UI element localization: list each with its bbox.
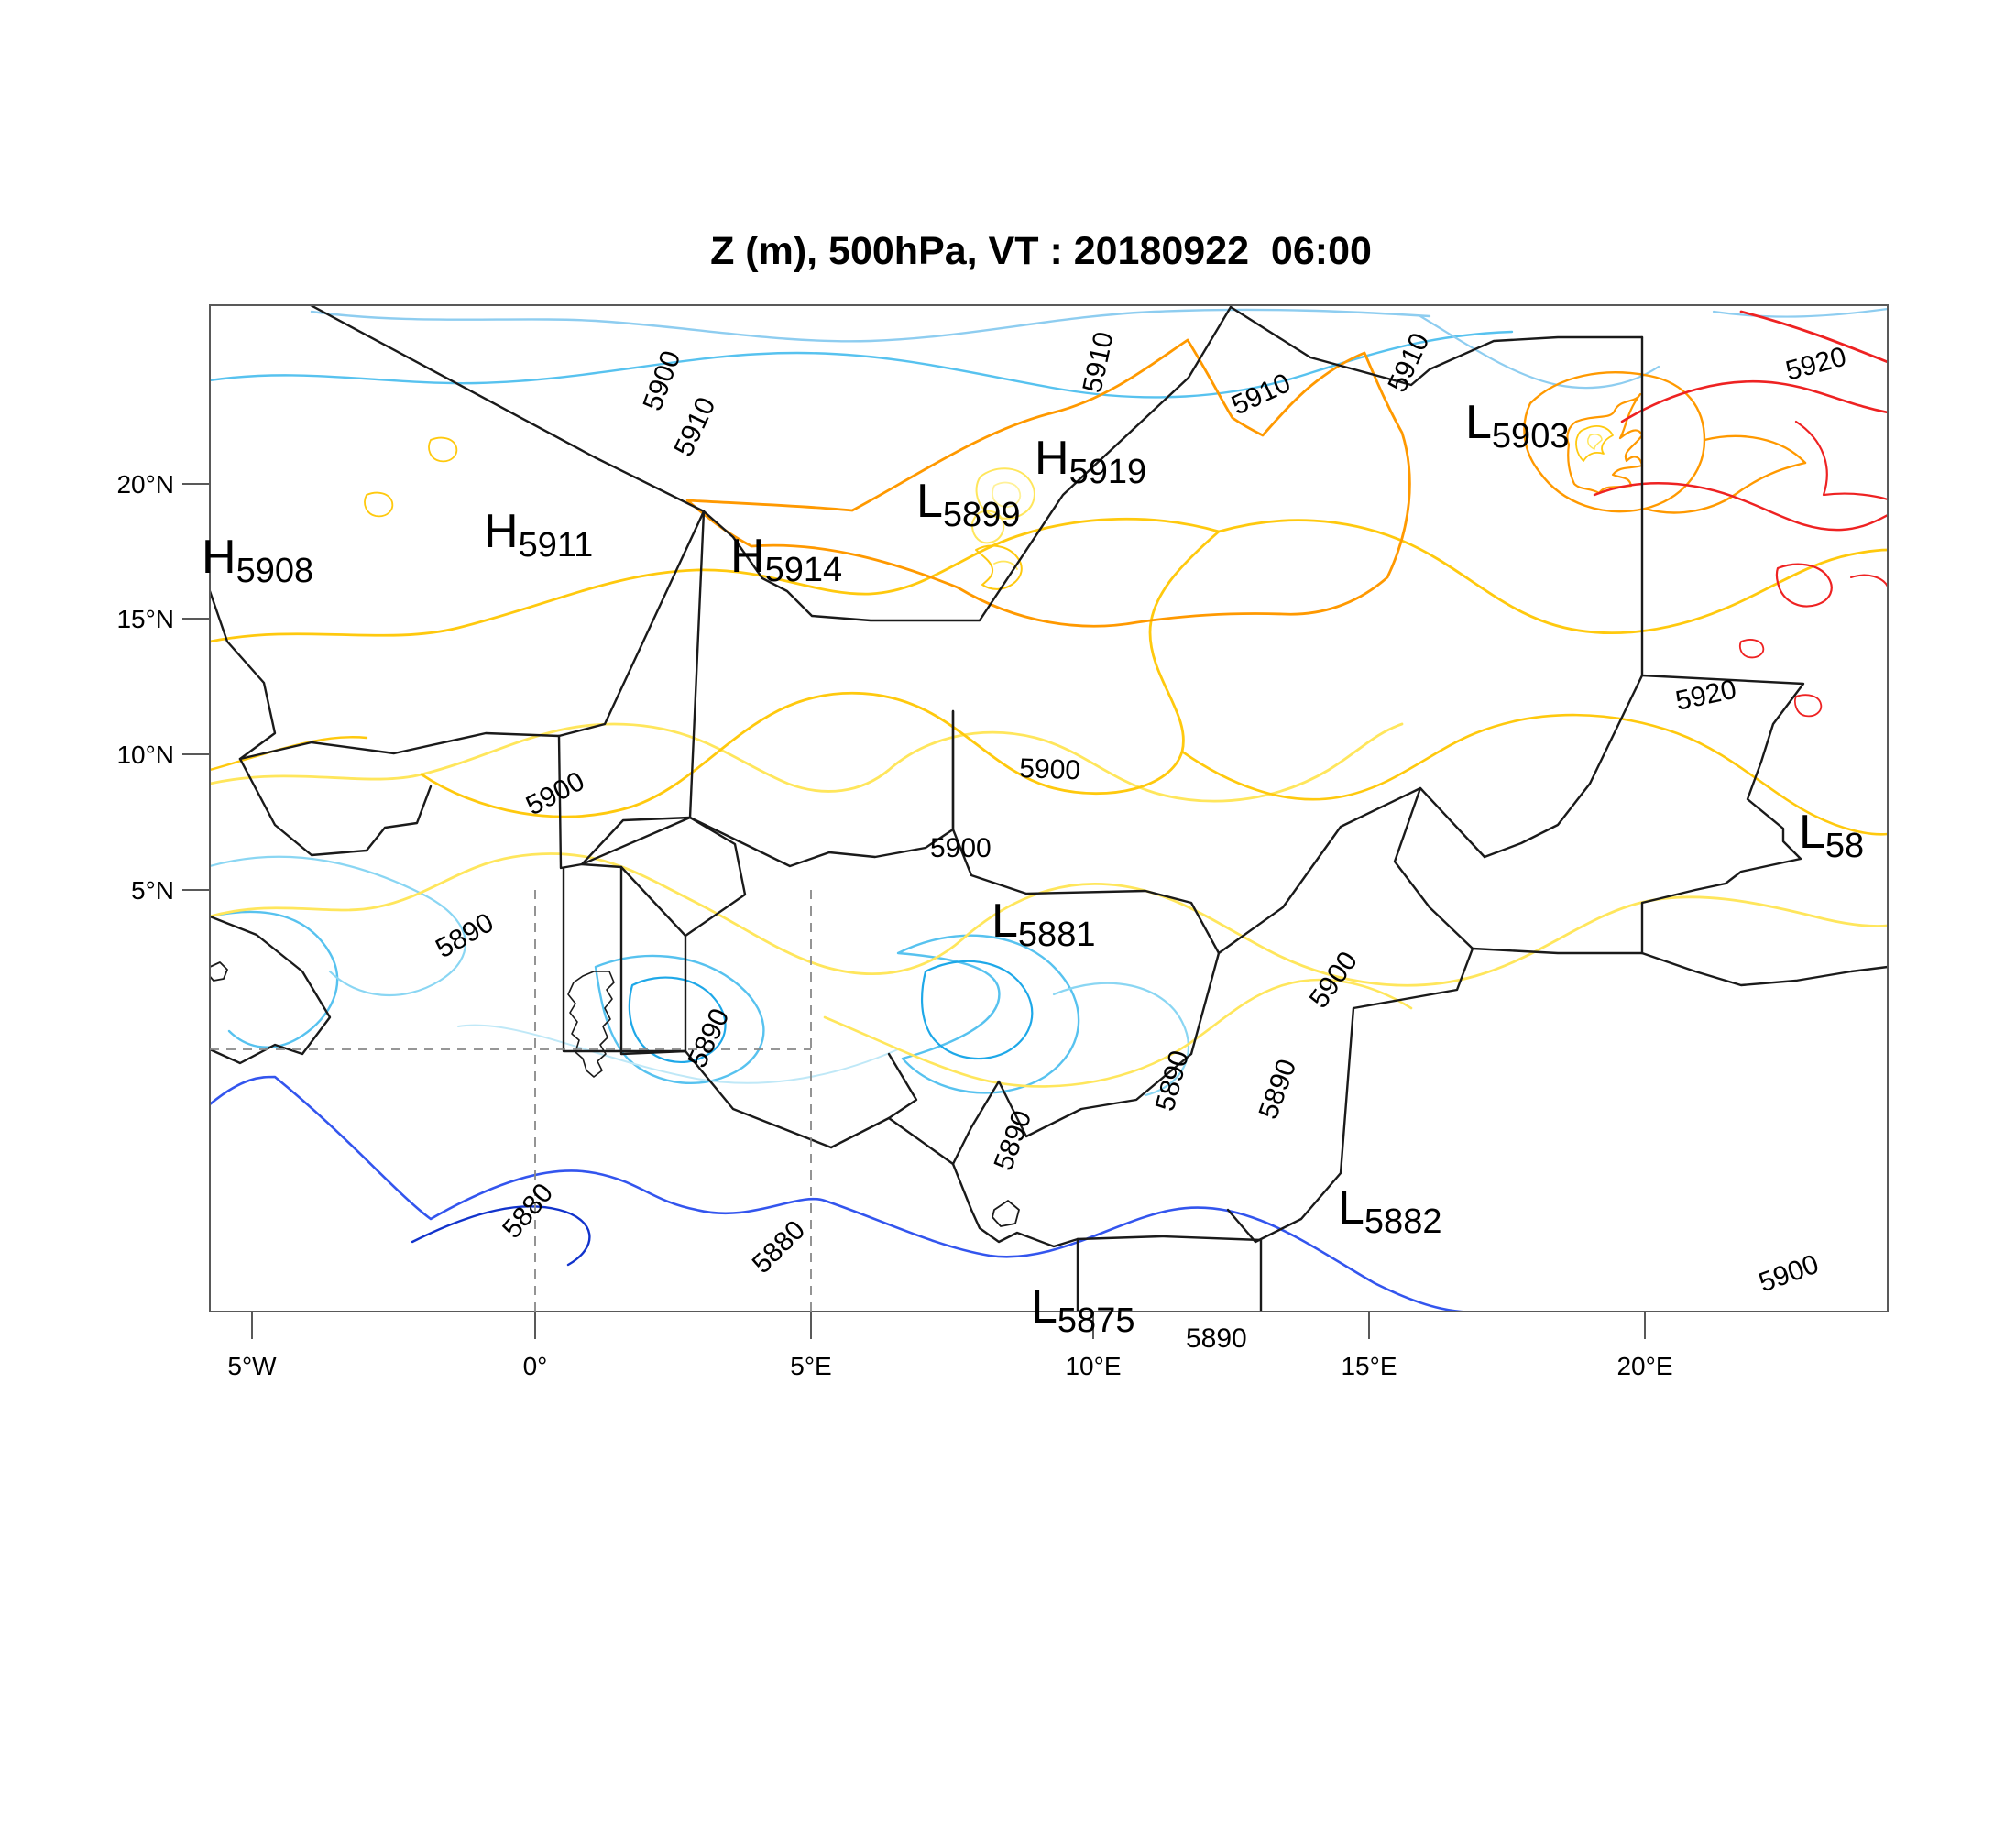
svg-text:5890: 5890	[682, 1004, 735, 1072]
svg-text:5880: 5880	[747, 1214, 812, 1279]
svg-text:5900: 5900	[930, 833, 992, 863]
svg-text:5890: 5890	[431, 907, 499, 964]
svg-text:H5911: H5911	[484, 505, 593, 565]
svg-text:5890: 5890	[1186, 1323, 1247, 1354]
svg-text:5910: 5910	[1078, 329, 1120, 395]
svg-text:5920: 5920	[1782, 342, 1849, 387]
svg-text:5900: 5900	[1019, 753, 1081, 785]
svg-text:5°W: 5°W	[227, 1352, 277, 1380]
svg-text:5900: 5900	[1755, 1249, 1823, 1299]
svg-text:L5899: L5899	[916, 475, 1020, 534]
svg-text:5900: 5900	[521, 766, 589, 821]
svg-text:L5882: L5882	[1338, 1181, 1441, 1241]
svg-text:H5914: H5914	[730, 530, 842, 589]
svg-text:5°N: 5°N	[131, 876, 174, 905]
svg-text:20°E: 20°E	[1616, 1352, 1672, 1380]
svg-text:15°E: 15°E	[1341, 1352, 1397, 1380]
svg-text:5890: 5890	[989, 1106, 1038, 1174]
svg-text:5880: 5880	[497, 1178, 559, 1244]
svg-text:5910: 5910	[668, 393, 721, 461]
svg-text:L58: L58	[1799, 806, 1864, 865]
svg-text:H5919: H5919	[1035, 432, 1146, 491]
svg-text:10°N: 10°N	[116, 741, 174, 769]
svg-text:5°E: 5°E	[790, 1352, 831, 1380]
svg-text:15°N: 15°N	[116, 605, 174, 633]
svg-text:20°N: 20°N	[116, 470, 174, 499]
svg-text:5910: 5910	[1382, 329, 1435, 397]
svg-text:L5881: L5881	[992, 895, 1095, 954]
svg-text:5910: 5910	[1227, 368, 1295, 421]
svg-text:5900: 5900	[638, 346, 687, 414]
svg-text:0°: 0°	[523, 1352, 548, 1380]
svg-text:H5908: H5908	[202, 531, 313, 590]
svg-text:L5903: L5903	[1465, 396, 1569, 456]
svg-text:L5875: L5875	[1031, 1280, 1134, 1340]
svg-text:10°E: 10°E	[1065, 1352, 1121, 1380]
svg-text:5920: 5920	[1673, 675, 1739, 717]
svg-text:5890: 5890	[1150, 1048, 1195, 1114]
svg-text:5890: 5890	[1254, 1055, 1303, 1123]
